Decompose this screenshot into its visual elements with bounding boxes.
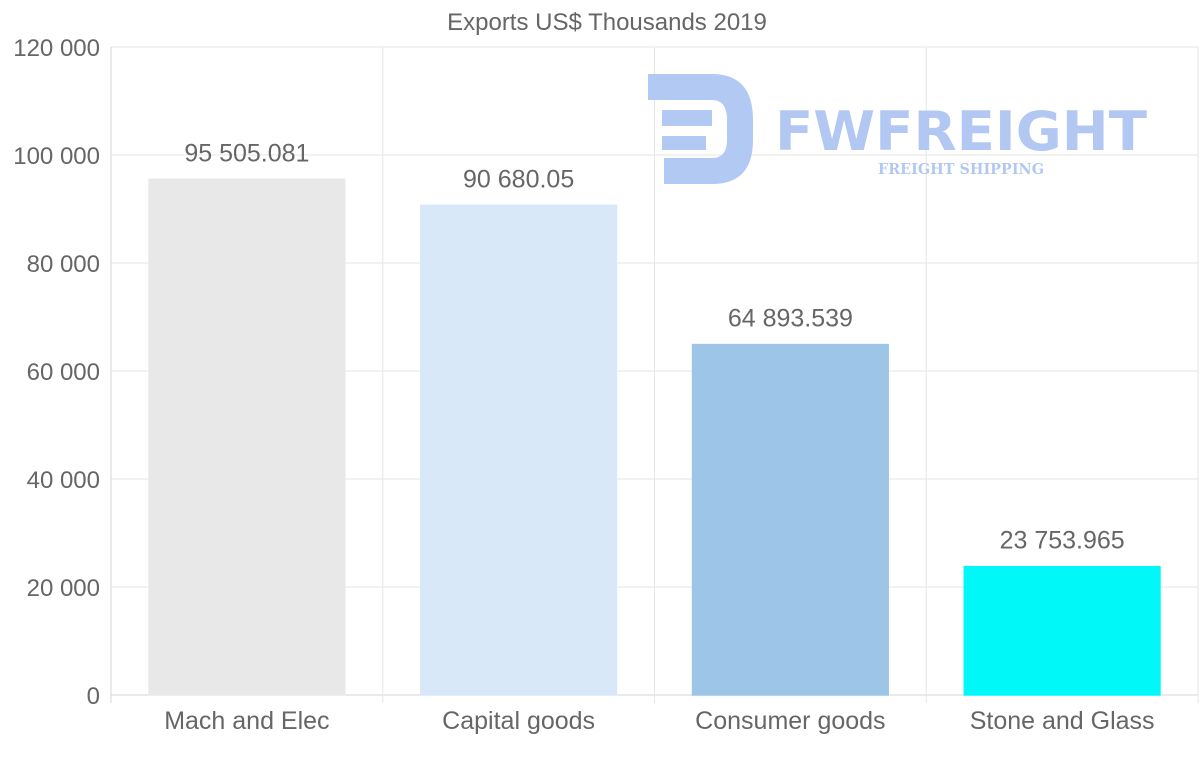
watermark-brand: FWFREIGHT — [775, 100, 1147, 163]
y-tick-label: 60 000 — [27, 359, 100, 386]
y-tick-label: 100 000 — [13, 143, 100, 170]
bar — [963, 565, 1161, 696]
y-tick-label: 40 000 — [27, 467, 100, 494]
bar-value-label: 64 893.539 — [728, 305, 853, 333]
watermark-logo: FWFREIGHT FREIGHT SHIPPING — [648, 74, 1147, 184]
x-category-label: Stone and Glass — [970, 707, 1155, 735]
y-axis-ticks: 0 20 000 40 000 60 000 80 000 100 000 120 000 — [13, 35, 100, 710]
y-tick-label: 20 000 — [27, 575, 100, 602]
bar — [420, 204, 618, 696]
x-category-label: Consumer goods — [695, 707, 885, 735]
bar — [148, 178, 346, 696]
x-category-label: Capital goods — [442, 707, 595, 735]
data-labels: 95 505.081 90 680.05 64 893.539 23 753.965 — [184, 139, 1124, 554]
y-tick-label: 80 000 — [27, 251, 100, 278]
y-tick-label: 120 000 — [13, 35, 100, 62]
fw-logo-icon — [648, 74, 753, 184]
chart-title: Exports US$ Thousands 2019 — [447, 9, 767, 36]
x-axis-categories: Mach and Elec Capital goods Consumer goods… — [164, 707, 1154, 735]
bars — [148, 178, 1161, 696]
bar-value-label: 95 505.081 — [184, 139, 309, 167]
bar-value-label: 23 753.965 — [1000, 527, 1125, 555]
bar-value-label: 90 680.05 — [463, 165, 574, 193]
bar — [691, 343, 889, 696]
watermark-tagline: FREIGHT SHIPPING — [878, 160, 1044, 178]
x-category-label: Mach and Elec — [164, 707, 329, 735]
y-tick-label: 0 — [87, 683, 100, 710]
